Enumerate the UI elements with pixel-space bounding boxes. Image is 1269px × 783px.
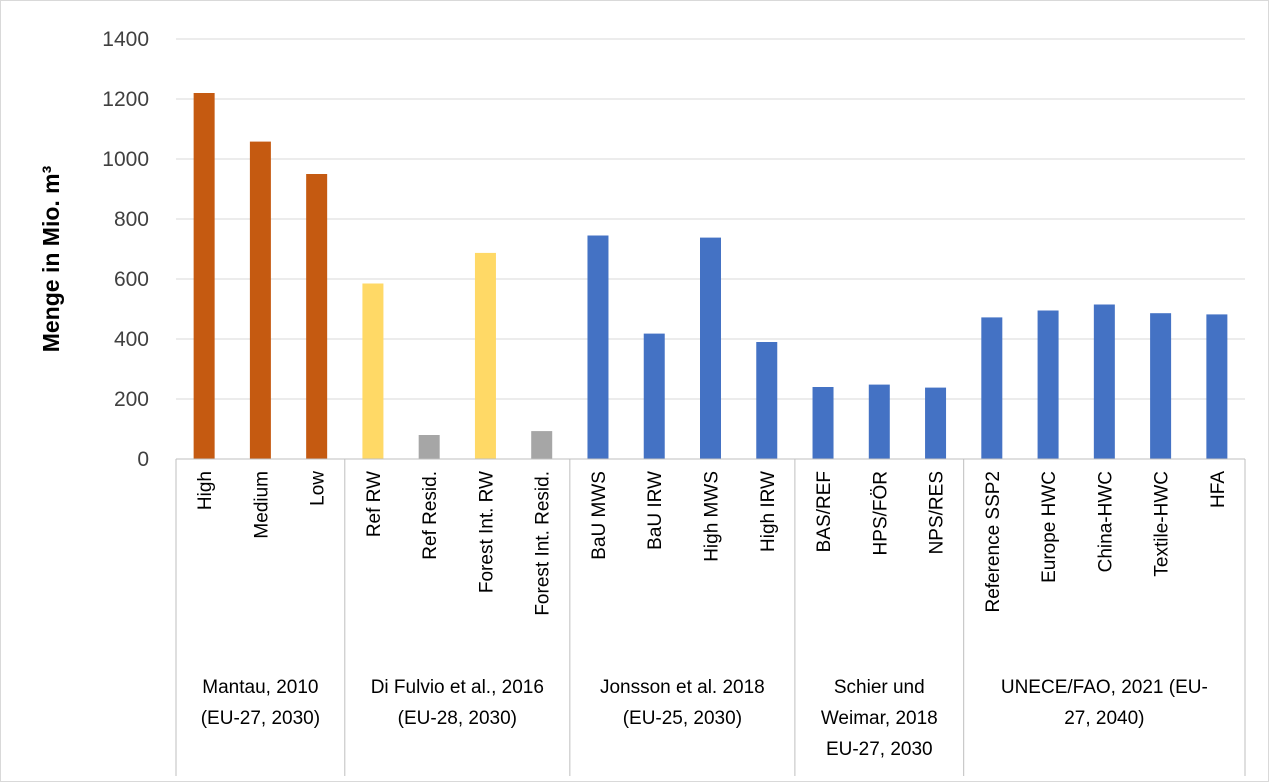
category-label: BAS/REF — [814, 471, 835, 552]
bar-europe-hwc — [1037, 310, 1059, 459]
group-label: UNECE/FAO, 2021 (EU- — [1001, 677, 1208, 698]
bar-china-hwc — [1093, 304, 1115, 459]
category-label: Low — [308, 471, 329, 506]
category-label: Medium — [251, 471, 272, 539]
category-label: China-HWC — [1095, 471, 1116, 572]
y-tick-label: 1400 — [102, 28, 149, 51]
group-label: EU-27, 2030 — [826, 739, 933, 760]
y-tick-label: 1200 — [102, 88, 149, 111]
category-label: High MWS — [702, 471, 723, 562]
y-tick-label: 200 — [114, 388, 149, 411]
category-label: High IRW — [758, 471, 779, 552]
category-label: Forest Int. Resid. — [533, 471, 554, 616]
bar-bas-ref — [812, 387, 834, 459]
category-label: BaU IRW — [645, 471, 666, 550]
y-axis-ticks: 0 200 400 600 800 1000 1200 1400 — [102, 28, 149, 471]
bar-bau-mws — [587, 235, 609, 459]
x-axis — [175, 458, 1246, 776]
bar-ref-rw — [362, 283, 384, 459]
bar-nps-res — [925, 387, 947, 459]
bar-reference-ssp2 — [981, 317, 1003, 459]
bar-hfa — [1206, 314, 1228, 459]
group-label: Schier und — [834, 677, 925, 698]
group-label: (EU-28, 2030) — [398, 708, 517, 729]
bar-bau-irw — [643, 333, 665, 459]
bar-high-mws — [700, 237, 721, 459]
group-labels: Mantau, 2010 (EU-27, 2030) Di Fulvio et al… — [201, 677, 1208, 760]
category-label: HFA — [1208, 471, 1229, 508]
y-tick-label: 800 — [114, 208, 149, 231]
y-axis-label: Menge in Mio. m³ — [38, 165, 64, 352]
category-label: Ref Resid. — [420, 471, 441, 560]
group-label: Jonsson et al. 2018 — [600, 677, 765, 698]
category-label: Forest Int. RW — [476, 471, 497, 593]
group-label: 27, 2040) — [1064, 708, 1144, 729]
bar-forest-int-rw — [474, 252, 496, 459]
bar-forest-int-resid- — [531, 431, 553, 459]
y-tick-label: 0 — [137, 448, 149, 471]
bar-hps-f-r — [868, 384, 890, 459]
y-tick-label: 600 — [114, 268, 149, 291]
group-label: (EU-27, 2030) — [201, 708, 320, 729]
category-label: High — [195, 471, 216, 510]
group-label: (EU-25, 2030) — [623, 708, 742, 729]
bars — [193, 93, 1228, 459]
group-label: Mantau, 2010 — [202, 677, 318, 698]
bar-high — [193, 93, 215, 459]
bar-textile-hwc — [1150, 313, 1172, 459]
group-label: Di Fulvio et al., 2016 — [371, 677, 544, 698]
category-label: HPS/FÖR — [870, 471, 891, 555]
bar-low — [306, 174, 328, 459]
category-label: NPS/RES — [927, 471, 948, 554]
bar-ref-resid- — [418, 435, 440, 459]
group-label: Weimar, 2018 — [821, 708, 938, 729]
category-label: Ref RW — [364, 471, 385, 537]
category-labels: High Medium Low Ref RW Ref Resid. Forest Int.… — [195, 471, 1229, 616]
bar-high-irw — [756, 342, 778, 459]
y-tick-label: 400 — [114, 328, 149, 351]
category-label: BaU MWS — [589, 471, 610, 560]
category-label: Reference SSP2 — [983, 471, 1004, 613]
category-label: Textile-HWC — [1152, 471, 1173, 577]
bar-medium — [249, 141, 271, 459]
category-label: Europe HWC — [1039, 471, 1060, 583]
y-tick-label: 1000 — [102, 148, 149, 171]
